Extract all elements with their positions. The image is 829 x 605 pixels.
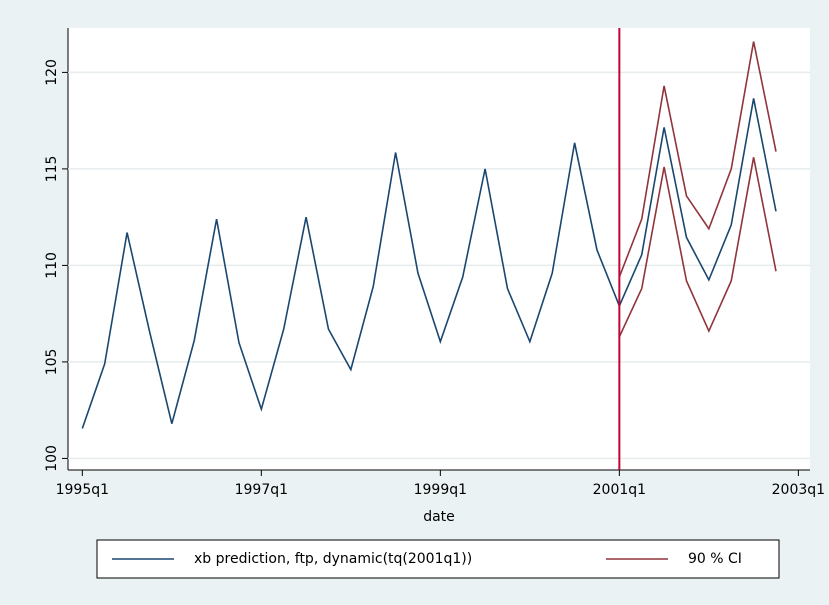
x-tick-label: 1995q1: [56, 482, 109, 498]
plot-area: [68, 28, 810, 470]
legend-label: 90 % CI: [688, 551, 742, 567]
y-tick-label: 115: [44, 156, 60, 183]
x-tick-label: 1999q1: [414, 482, 467, 498]
x-tick-label: 2003q1: [772, 482, 825, 498]
line-lower: [618, 157, 777, 338]
line-values: [81, 98, 777, 429]
x-axis-label: date: [423, 509, 455, 525]
x-tick-label: 1997q1: [235, 482, 288, 498]
y-tick-label: 105: [44, 349, 60, 376]
y-tick-label: 120: [44, 59, 60, 86]
line-upper: [618, 41, 777, 278]
legend-label: xb prediction, ftp, dynamic(tq(2001q1)): [194, 551, 472, 567]
y-tick-label: 110: [44, 252, 60, 279]
y-tick-label: 100: [44, 445, 60, 472]
x-tick-label: 2001q1: [593, 482, 646, 498]
